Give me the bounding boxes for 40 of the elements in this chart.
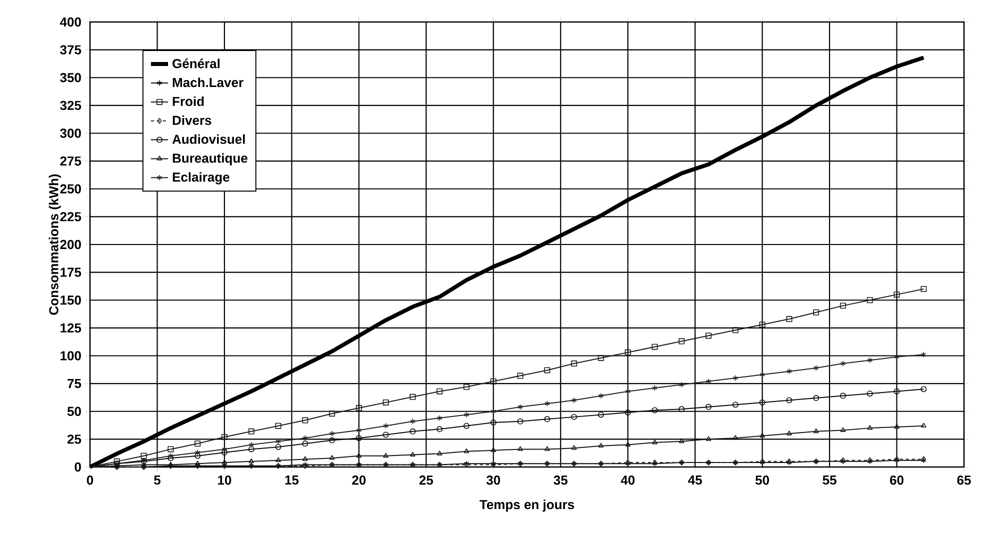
x-tick-label: 0 <box>86 476 94 485</box>
legend-label: Bureautique <box>172 153 248 166</box>
legend-label: Audiovisuel <box>172 134 245 144</box>
x-tick-label: 40 <box>620 476 635 485</box>
x-tick-label: 65 <box>957 476 971 485</box>
x-tick-label: 50 <box>755 476 770 485</box>
y-tick-label: 75 <box>68 379 82 388</box>
x-axis-title: Temps en jours <box>480 500 574 512</box>
x-tick-label: 45 <box>688 476 702 485</box>
x-tick-label: 10 <box>218 476 232 485</box>
legend-label: Eclairage <box>172 172 230 184</box>
x-tick-label: 55 <box>822 476 836 485</box>
legend-label: Froid <box>172 96 204 106</box>
x-tick-label: 30 <box>486 476 500 485</box>
y-tick-label: 300 <box>60 128 81 138</box>
y-tick-label: 125 <box>60 323 82 333</box>
y-tick-label: 350 <box>60 73 81 82</box>
y-tick-label: 200 <box>60 240 81 250</box>
y-tick-label: 325 <box>60 100 82 110</box>
legend-label: Mach.Laver <box>172 78 244 88</box>
y-tick-label: 225 <box>60 212 82 222</box>
y-tick-label: 100 <box>60 351 81 360</box>
x-tick-label: 35 <box>554 476 568 485</box>
x-tick-label: 60 <box>890 476 904 485</box>
y-tick-label: 150 <box>60 296 81 305</box>
y-tick-label: 25 <box>67 434 82 444</box>
x-tick-label: 5 <box>154 476 160 485</box>
legend-label: Divers <box>172 115 212 125</box>
y-tick-label: 275 <box>60 156 82 166</box>
x-tick-label: 25 <box>419 476 434 485</box>
x-tick-label: 15 <box>285 476 299 485</box>
y-tick-label: 250 <box>60 184 81 194</box>
y-tick-label: 0 <box>74 462 81 472</box>
y-axis-title: Consommations (kWh) <box>48 174 61 315</box>
legend-label: Général <box>172 58 220 68</box>
y-tick-label: 400 <box>60 17 81 27</box>
y-tick-label: 175 <box>60 268 82 277</box>
y-tick-label: 375 <box>60 45 82 54</box>
y-tick-label: 50 <box>67 406 81 416</box>
x-tick-label: 20 <box>352 476 366 485</box>
